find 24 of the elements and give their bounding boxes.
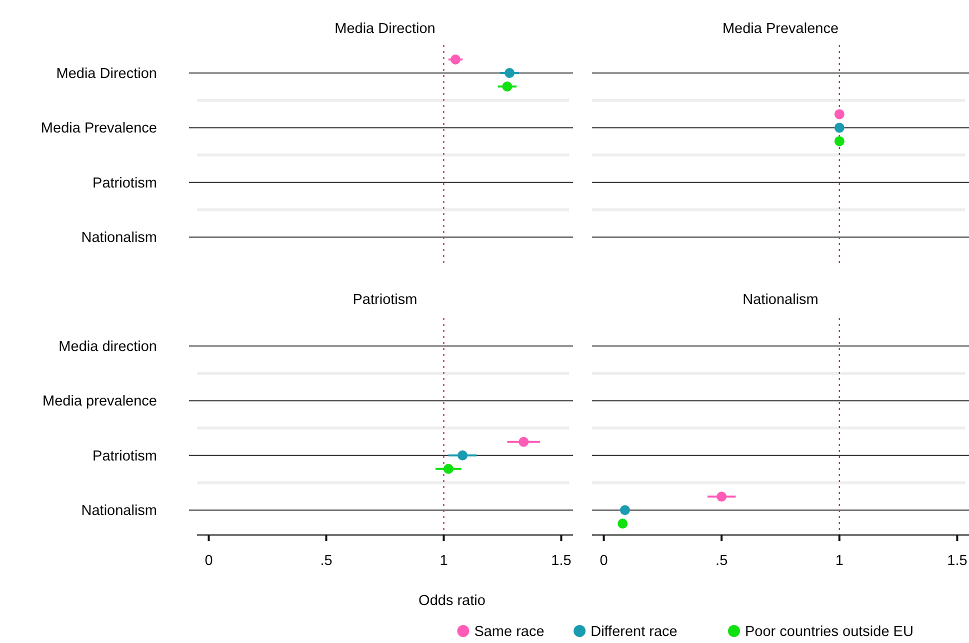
x-tick-label: .5 [716,553,728,569]
y-tick-label: Media Direction [56,66,157,82]
legend-label: Same race [474,624,544,640]
y-tick-label: Patriotism [92,448,157,464]
x-tick-label: 1.5 [551,553,572,569]
y-tick-label: Media Prevalence [40,120,157,137]
x-tick-label: 1 [835,553,844,569]
y-tick-label: Nationalism [81,503,157,520]
legend-label: Different race [590,624,678,640]
chart-title: Media Direction [334,21,436,37]
y-tick-label: Media prevalence [42,394,157,410]
y-tick-label: Media direction [58,339,157,355]
chart-title: Media Prevalence [722,21,839,37]
x-axis-title: Odds ratio [418,593,486,609]
x-tick-label: 1 [440,553,448,569]
x-tick-label: .5 [320,553,332,569]
y-tick-label: Nationalism [81,230,157,246]
legend-label: Poor countries outside EU [745,624,914,640]
chart-title: Nationalism [742,292,818,308]
y-tick-label: Patriotism [92,175,157,192]
x-tick-label: 0 [600,553,608,569]
x-tick-label: 0 [204,553,213,569]
x-tick-label: 1.5 [947,553,968,569]
chart-title: Patriotism [352,292,418,308]
